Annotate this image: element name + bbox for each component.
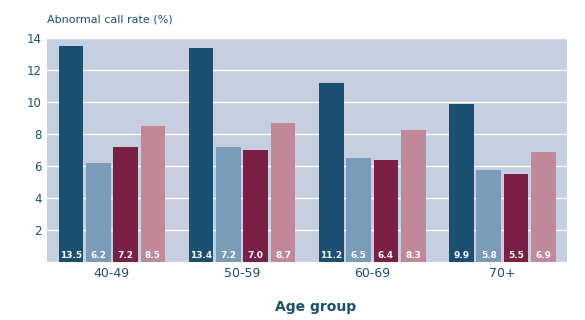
Bar — [504, 174, 528, 262]
Bar — [113, 147, 138, 262]
Text: 5.8: 5.8 — [481, 252, 497, 260]
Text: 13.5: 13.5 — [60, 252, 82, 260]
Bar — [140, 126, 165, 262]
Bar — [243, 150, 268, 262]
Text: 8.7: 8.7 — [275, 252, 291, 260]
Text: 9.9: 9.9 — [453, 252, 469, 260]
Text: 6.9: 6.9 — [535, 252, 552, 260]
Text: Abnormal call rate (%): Abnormal call rate (%) — [47, 15, 173, 25]
Bar — [86, 163, 111, 262]
Bar — [216, 147, 241, 262]
Bar — [346, 158, 371, 262]
Text: 11.2: 11.2 — [320, 252, 342, 260]
Text: 13.4: 13.4 — [190, 252, 212, 260]
Text: 5.5: 5.5 — [508, 252, 524, 260]
Text: 6.2: 6.2 — [90, 252, 106, 260]
Bar — [319, 83, 343, 262]
Bar — [449, 104, 474, 262]
Bar — [373, 160, 398, 262]
Bar — [476, 170, 501, 262]
Text: 6.5: 6.5 — [350, 252, 366, 260]
Text: 7.2: 7.2 — [118, 252, 133, 260]
Bar — [401, 130, 425, 262]
Text: 6.4: 6.4 — [378, 252, 394, 260]
Text: 7.2: 7.2 — [221, 252, 236, 260]
Bar — [531, 152, 556, 262]
Bar — [189, 48, 214, 262]
Text: Age group: Age group — [276, 300, 356, 314]
Text: 8.3: 8.3 — [405, 252, 421, 260]
Text: 7.0: 7.0 — [248, 252, 264, 260]
Bar — [271, 123, 295, 262]
Bar — [58, 46, 83, 262]
Text: 8.5: 8.5 — [145, 252, 161, 260]
